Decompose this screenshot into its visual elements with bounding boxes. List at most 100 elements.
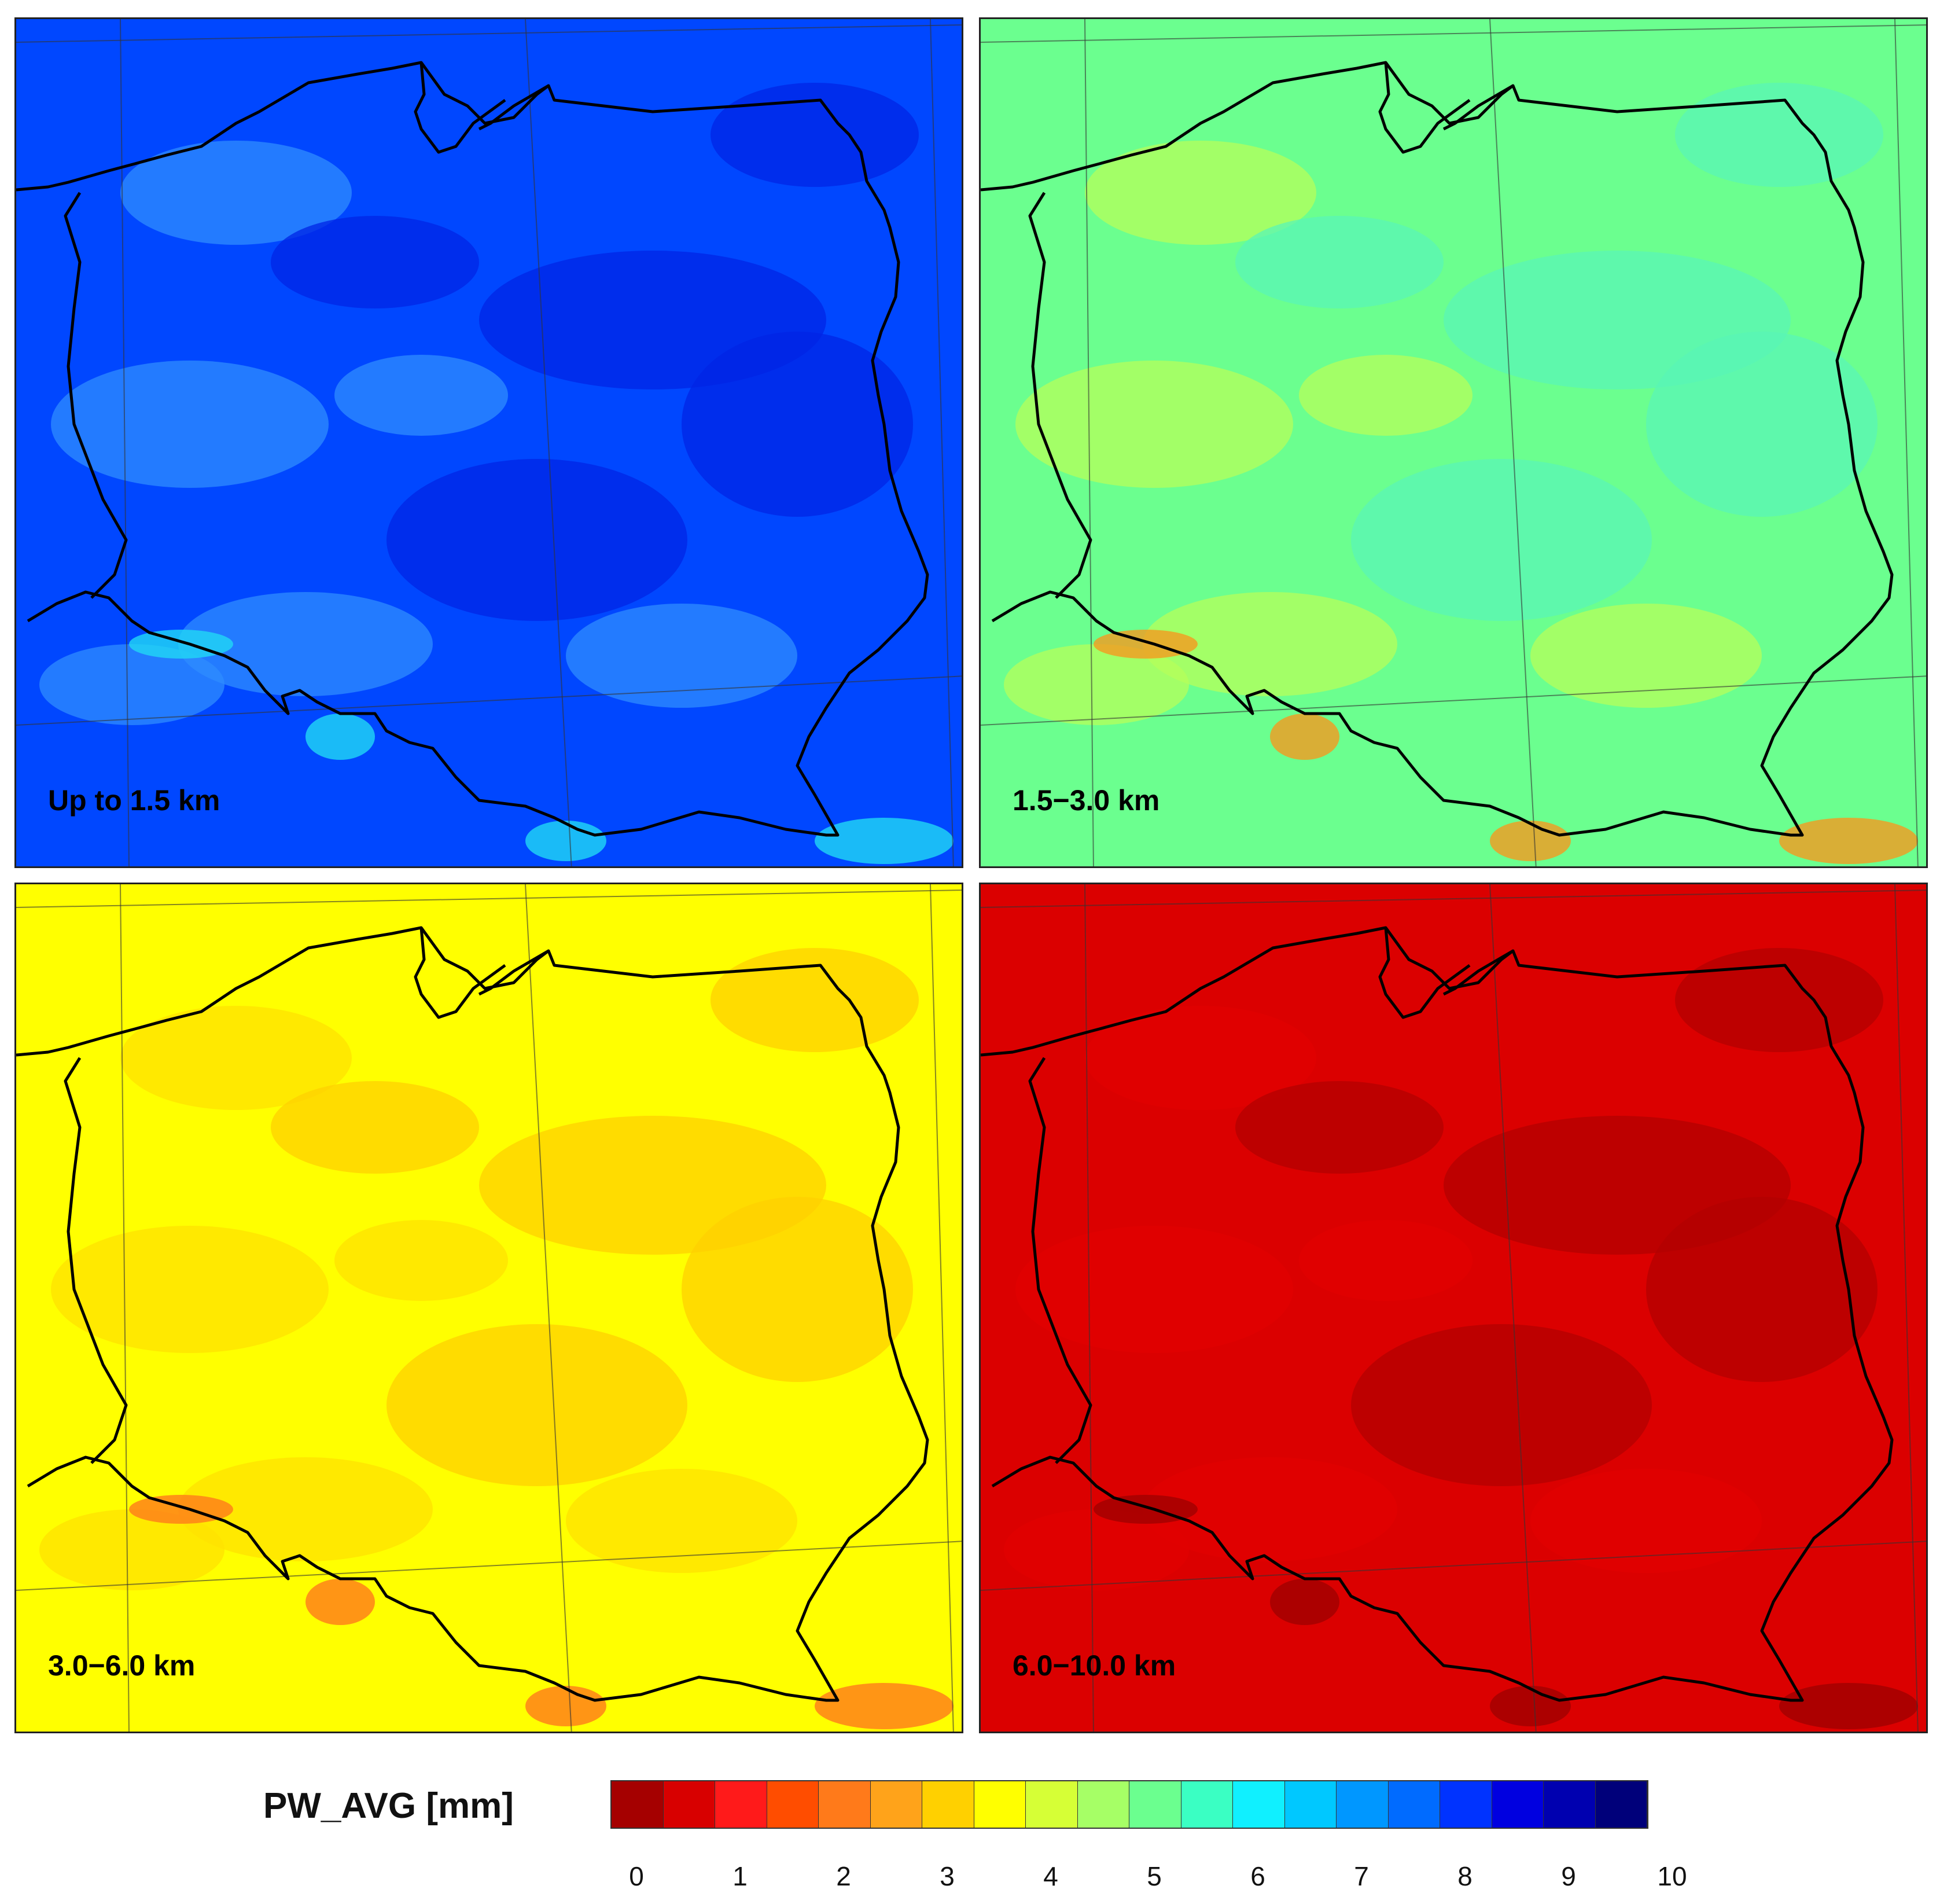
colorbar-segment [974, 1781, 1026, 1828]
field-contour [120, 141, 352, 245]
colorbar-segment [1595, 1781, 1647, 1828]
field-contour [1530, 604, 1762, 708]
graticule-line [981, 889, 1926, 908]
field-contour [1015, 361, 1293, 488]
colorbar-segment [1492, 1781, 1544, 1828]
graticule-line [1084, 19, 1094, 866]
map-panel: Up to 1.5 km [14, 17, 963, 868]
map-canvas [16, 884, 962, 1732]
map-canvas [981, 884, 1926, 1732]
neighbor-border [1028, 927, 1514, 1464]
graticule-line [1084, 884, 1094, 1732]
graticule-line [16, 675, 962, 726]
field-contour [1675, 948, 1883, 1052]
field-contour [1143, 592, 1397, 696]
field-contour [1235, 1081, 1444, 1174]
field-contour [711, 948, 919, 1052]
colorbar-segment [1337, 1781, 1389, 1828]
mountain-anomaly [1779, 1683, 1918, 1729]
graticule-line [525, 884, 572, 1732]
graticule-line [930, 19, 954, 866]
field-contour [1235, 216, 1444, 308]
field-contour [386, 459, 687, 621]
legend-title: PW_AVG [mm] [263, 1786, 514, 1826]
graticule-line [1489, 19, 1537, 866]
colorbar-segment [870, 1781, 922, 1828]
colorbar-segment [1233, 1781, 1285, 1828]
colorbar-segment [922, 1781, 974, 1828]
graticule-line [930, 884, 954, 1732]
colorbar-tick-label: 5 [1147, 1861, 1162, 1891]
field-contour [386, 1324, 687, 1486]
colorbar-segment [663, 1781, 715, 1828]
colorbar-tick-label: 10 [1657, 1861, 1687, 1891]
panel-label: 1.5−3.0 km [1013, 784, 1160, 817]
colorbar-tick-label: 9 [1561, 1861, 1576, 1891]
colorbar-segment [1129, 1781, 1181, 1828]
colorbar-tick-label: 7 [1354, 1861, 1369, 1891]
field-contour [1004, 1509, 1189, 1590]
field-contour [1085, 141, 1316, 245]
field-contour [334, 1220, 508, 1301]
colorbar-tick-label: 1 [732, 1861, 748, 1891]
graticule-line [981, 1541, 1926, 1591]
colorbar-segment [612, 1781, 664, 1828]
graticule-line [16, 1541, 962, 1591]
colorbar [610, 1780, 1648, 1829]
field-contour [271, 1081, 479, 1174]
mountain-anomaly [525, 821, 606, 861]
field-contour [178, 592, 433, 696]
colorbar-tick-label: 2 [836, 1861, 851, 1891]
mountain-anomaly [1779, 818, 1918, 864]
mountain-anomaly [1490, 821, 1571, 861]
graticule-line [120, 884, 130, 1732]
field-contour [1299, 355, 1473, 436]
colorbar-tick-label: 3 [940, 1861, 955, 1891]
colorbar-segment [1284, 1781, 1337, 1828]
colorbar-segment [1026, 1781, 1078, 1828]
field-contour [1004, 644, 1189, 725]
panel-label: Up to 1.5 km [48, 784, 220, 817]
field-contour [711, 83, 919, 187]
neighbor-border [64, 62, 550, 599]
field-contour [682, 1197, 913, 1382]
colorbar-segment [767, 1781, 819, 1828]
colorbar-segment [1544, 1781, 1596, 1828]
neighbor-border [1028, 62, 1514, 599]
field-contour [1646, 332, 1878, 517]
field-contour [1299, 1220, 1473, 1301]
legend: PW_AVG [mm] 0 1 2 3 4 5 6 7 8 9 10 [0, 1759, 1940, 1904]
colorbar-tick-label: 6 [1250, 1861, 1265, 1891]
field-contour [1351, 1324, 1652, 1486]
graticule-line [981, 24, 1926, 43]
map-canvas [981, 19, 1926, 866]
colorbar-segment [715, 1781, 767, 1828]
mountain-anomaly [305, 1579, 375, 1625]
colorbar-tick-label: 8 [1457, 1861, 1473, 1891]
field-contour [1646, 1197, 1878, 1382]
mountain-anomaly [815, 1683, 954, 1729]
map-panel: 3.0−6.0 km [14, 883, 963, 1733]
field-contour [334, 355, 508, 436]
mountain-anomaly [305, 714, 375, 760]
field-contour [271, 216, 479, 308]
colorbar-tick-label: 0 [629, 1861, 644, 1891]
field-contour [39, 644, 224, 725]
map-canvas [16, 19, 962, 866]
field-contour [566, 604, 797, 708]
field-contour [1530, 1469, 1762, 1573]
map-panel: 1.5−3.0 km [979, 17, 1928, 868]
field-contour [39, 1509, 224, 1590]
colorbar-segment [819, 1781, 871, 1828]
mountain-anomaly [815, 818, 954, 864]
field-contour [1143, 1457, 1397, 1561]
graticule-line [16, 24, 962, 43]
colorbar-tick-label: 4 [1043, 1861, 1058, 1891]
colorbar-segment [1388, 1781, 1440, 1828]
graticule-line [981, 675, 1926, 726]
field-contour [51, 1226, 329, 1353]
mountain-anomaly [1270, 1579, 1339, 1625]
colorbar-segment [1077, 1781, 1129, 1828]
graticule-line [525, 19, 572, 866]
graticule-line [120, 19, 130, 866]
